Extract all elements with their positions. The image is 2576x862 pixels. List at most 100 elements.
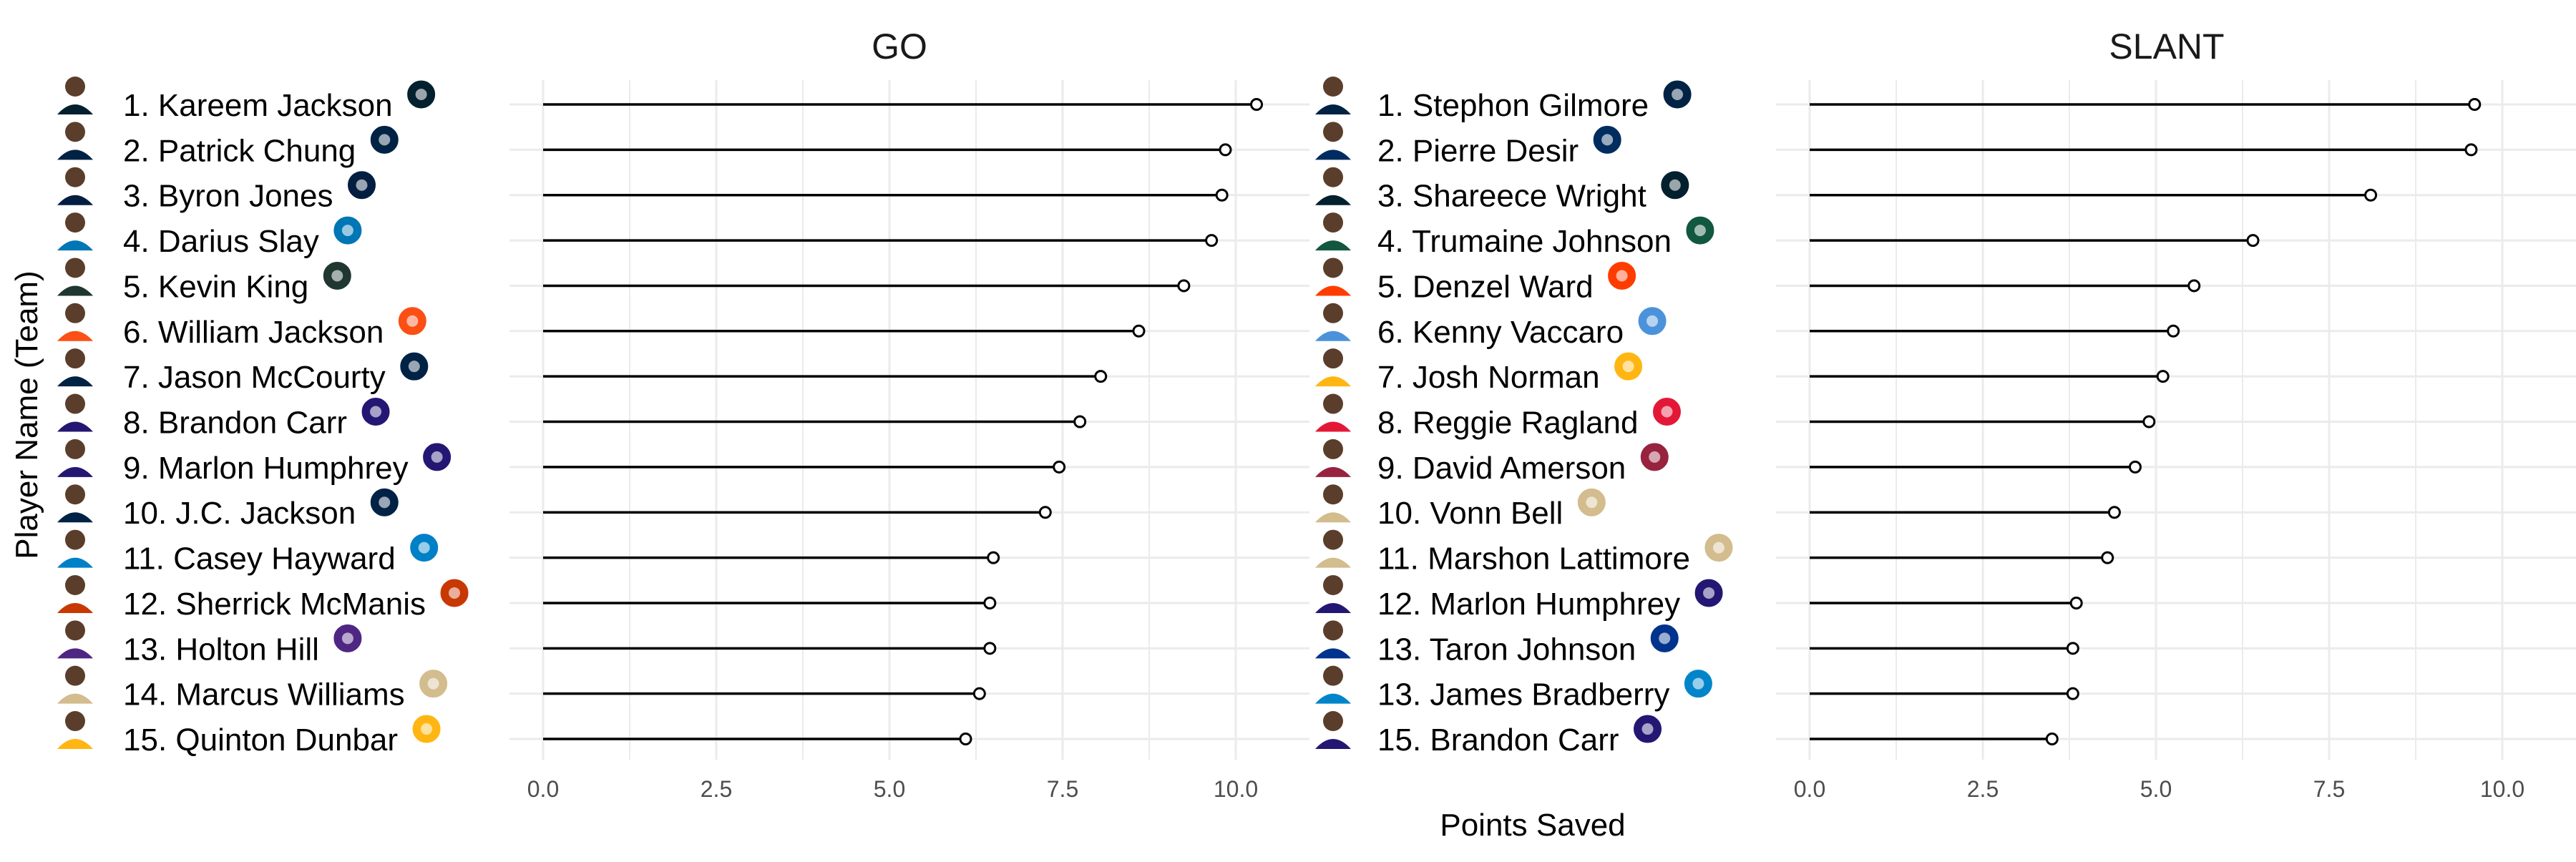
player-headshot xyxy=(57,77,93,114)
x-tick-label: 2.5 xyxy=(1967,776,1999,802)
team-logo-icon xyxy=(359,396,392,428)
team-logo-mark xyxy=(1616,270,1628,282)
team-logo-icon xyxy=(1682,667,1714,700)
player-headshot xyxy=(1315,212,1351,251)
team-logo-mark xyxy=(406,315,419,327)
lollipop-point xyxy=(2167,324,2180,338)
player-label: 8. Brandon Carr xyxy=(123,406,347,441)
headshot-face xyxy=(1323,122,1343,142)
x-tick-label: 7.5 xyxy=(1047,776,1078,802)
headshot-face xyxy=(1323,77,1343,97)
player-label: 10. J.C. Jackson xyxy=(123,496,356,531)
player-label: 1. Kareem Jackson xyxy=(123,88,393,123)
team-logo-icon xyxy=(1692,577,1725,609)
headshot-jersey xyxy=(1315,240,1351,251)
headshot-jersey xyxy=(57,150,93,160)
team-logo-icon xyxy=(321,259,353,292)
player-headshot xyxy=(1315,711,1351,750)
headshot-jersey xyxy=(57,512,93,523)
team-logo-icon xyxy=(331,622,364,655)
headshot-face xyxy=(65,212,85,233)
headshot-face xyxy=(65,574,85,595)
headshot-jersey xyxy=(57,195,93,205)
player-label: 15. Brandon Carr xyxy=(1377,723,1619,758)
player-headshot xyxy=(57,258,93,296)
team-logo-mark xyxy=(415,89,427,100)
headshot-face xyxy=(1323,303,1343,323)
team-logo-icon xyxy=(405,78,438,111)
team-logo-mark xyxy=(427,677,439,690)
headshot-face xyxy=(65,167,85,187)
team-logo-mark xyxy=(356,179,368,191)
headshot-jersey xyxy=(57,376,93,387)
team-logo-mark xyxy=(1703,587,1715,599)
headshot-face xyxy=(1323,212,1343,233)
headshot-jersey xyxy=(57,602,93,613)
player-label: 9. David Amerson xyxy=(1377,451,1626,486)
player-label: 7. Josh Norman xyxy=(1377,360,1600,395)
team-logo-mark xyxy=(1586,496,1598,509)
lollipop-point xyxy=(959,733,972,746)
player-headshot xyxy=(57,484,93,523)
headshot-face xyxy=(65,303,85,323)
headshot-face xyxy=(65,77,85,97)
team-logo-icon xyxy=(1638,441,1671,474)
headshot-jersey xyxy=(57,285,93,296)
headshot-face xyxy=(65,439,85,459)
player-headshot xyxy=(57,574,93,613)
player-label: 13. Holton Hill xyxy=(123,632,319,667)
lollipop-point xyxy=(1219,143,1232,157)
headshot-jersey xyxy=(57,648,93,659)
player-headshot xyxy=(1315,665,1351,704)
team-logo-icon xyxy=(1575,486,1608,519)
team-logo-mark xyxy=(1694,225,1706,237)
player-headshot xyxy=(57,393,93,432)
headshot-jersey xyxy=(57,693,93,704)
headshot-jersey xyxy=(1315,466,1351,477)
headshot-jersey xyxy=(57,739,93,750)
headshot-jersey xyxy=(57,330,93,341)
headshot-face xyxy=(65,620,85,641)
player-label: 1. Stephon Gilmore xyxy=(1377,88,1649,123)
lollipop-point xyxy=(1205,234,1219,248)
player-label: 2. Patrick Chung xyxy=(123,133,356,168)
headshot-face xyxy=(1323,348,1343,369)
team-logo-icon xyxy=(438,577,471,609)
headshot-face xyxy=(1323,393,1343,414)
team-logo-icon xyxy=(368,123,401,156)
headshot-jersey xyxy=(1315,739,1351,750)
lollipop-point xyxy=(1132,324,1146,338)
player-headshot xyxy=(57,212,93,251)
headshot-face xyxy=(65,393,85,414)
headshot-face xyxy=(1323,711,1343,732)
team-logo-icon xyxy=(1631,712,1664,745)
player-headshot xyxy=(57,303,93,341)
player-headshot xyxy=(1315,484,1351,523)
player-headshot xyxy=(57,348,93,387)
panel-go: GO 1. Kareem Jackson 2. Patrick Chung 3. By… xyxy=(57,26,1309,802)
team-logo-icon xyxy=(1659,169,1692,202)
team-logo-mark xyxy=(1692,677,1704,690)
player-label: 5. Kevin King xyxy=(123,269,308,304)
headshot-face xyxy=(65,665,85,686)
player-headshot xyxy=(1315,620,1351,659)
lollipop-point xyxy=(2246,234,2260,248)
player-label: 13. James Bradberry xyxy=(1377,677,1669,712)
headshot-face xyxy=(1323,258,1343,278)
team-logo-mark xyxy=(341,632,353,645)
headshot-face xyxy=(65,711,85,732)
player-headshot xyxy=(1315,303,1351,341)
player-label: 10. Vonn Bell xyxy=(1377,496,1563,531)
lollipop-point xyxy=(983,642,997,655)
player-label: 15. Quinton Dunbar xyxy=(123,723,398,758)
team-logo-icon xyxy=(1648,622,1681,655)
headshot-face xyxy=(1323,620,1343,641)
team-logo-icon xyxy=(421,441,454,474)
headshot-jersey xyxy=(57,104,93,114)
team-logo-mark xyxy=(1646,315,1659,327)
player-label: 2. Pierre Desir xyxy=(1377,133,1579,168)
lollipop-point xyxy=(2156,370,2170,383)
player-label: 9. Marlon Humphrey xyxy=(123,451,409,486)
